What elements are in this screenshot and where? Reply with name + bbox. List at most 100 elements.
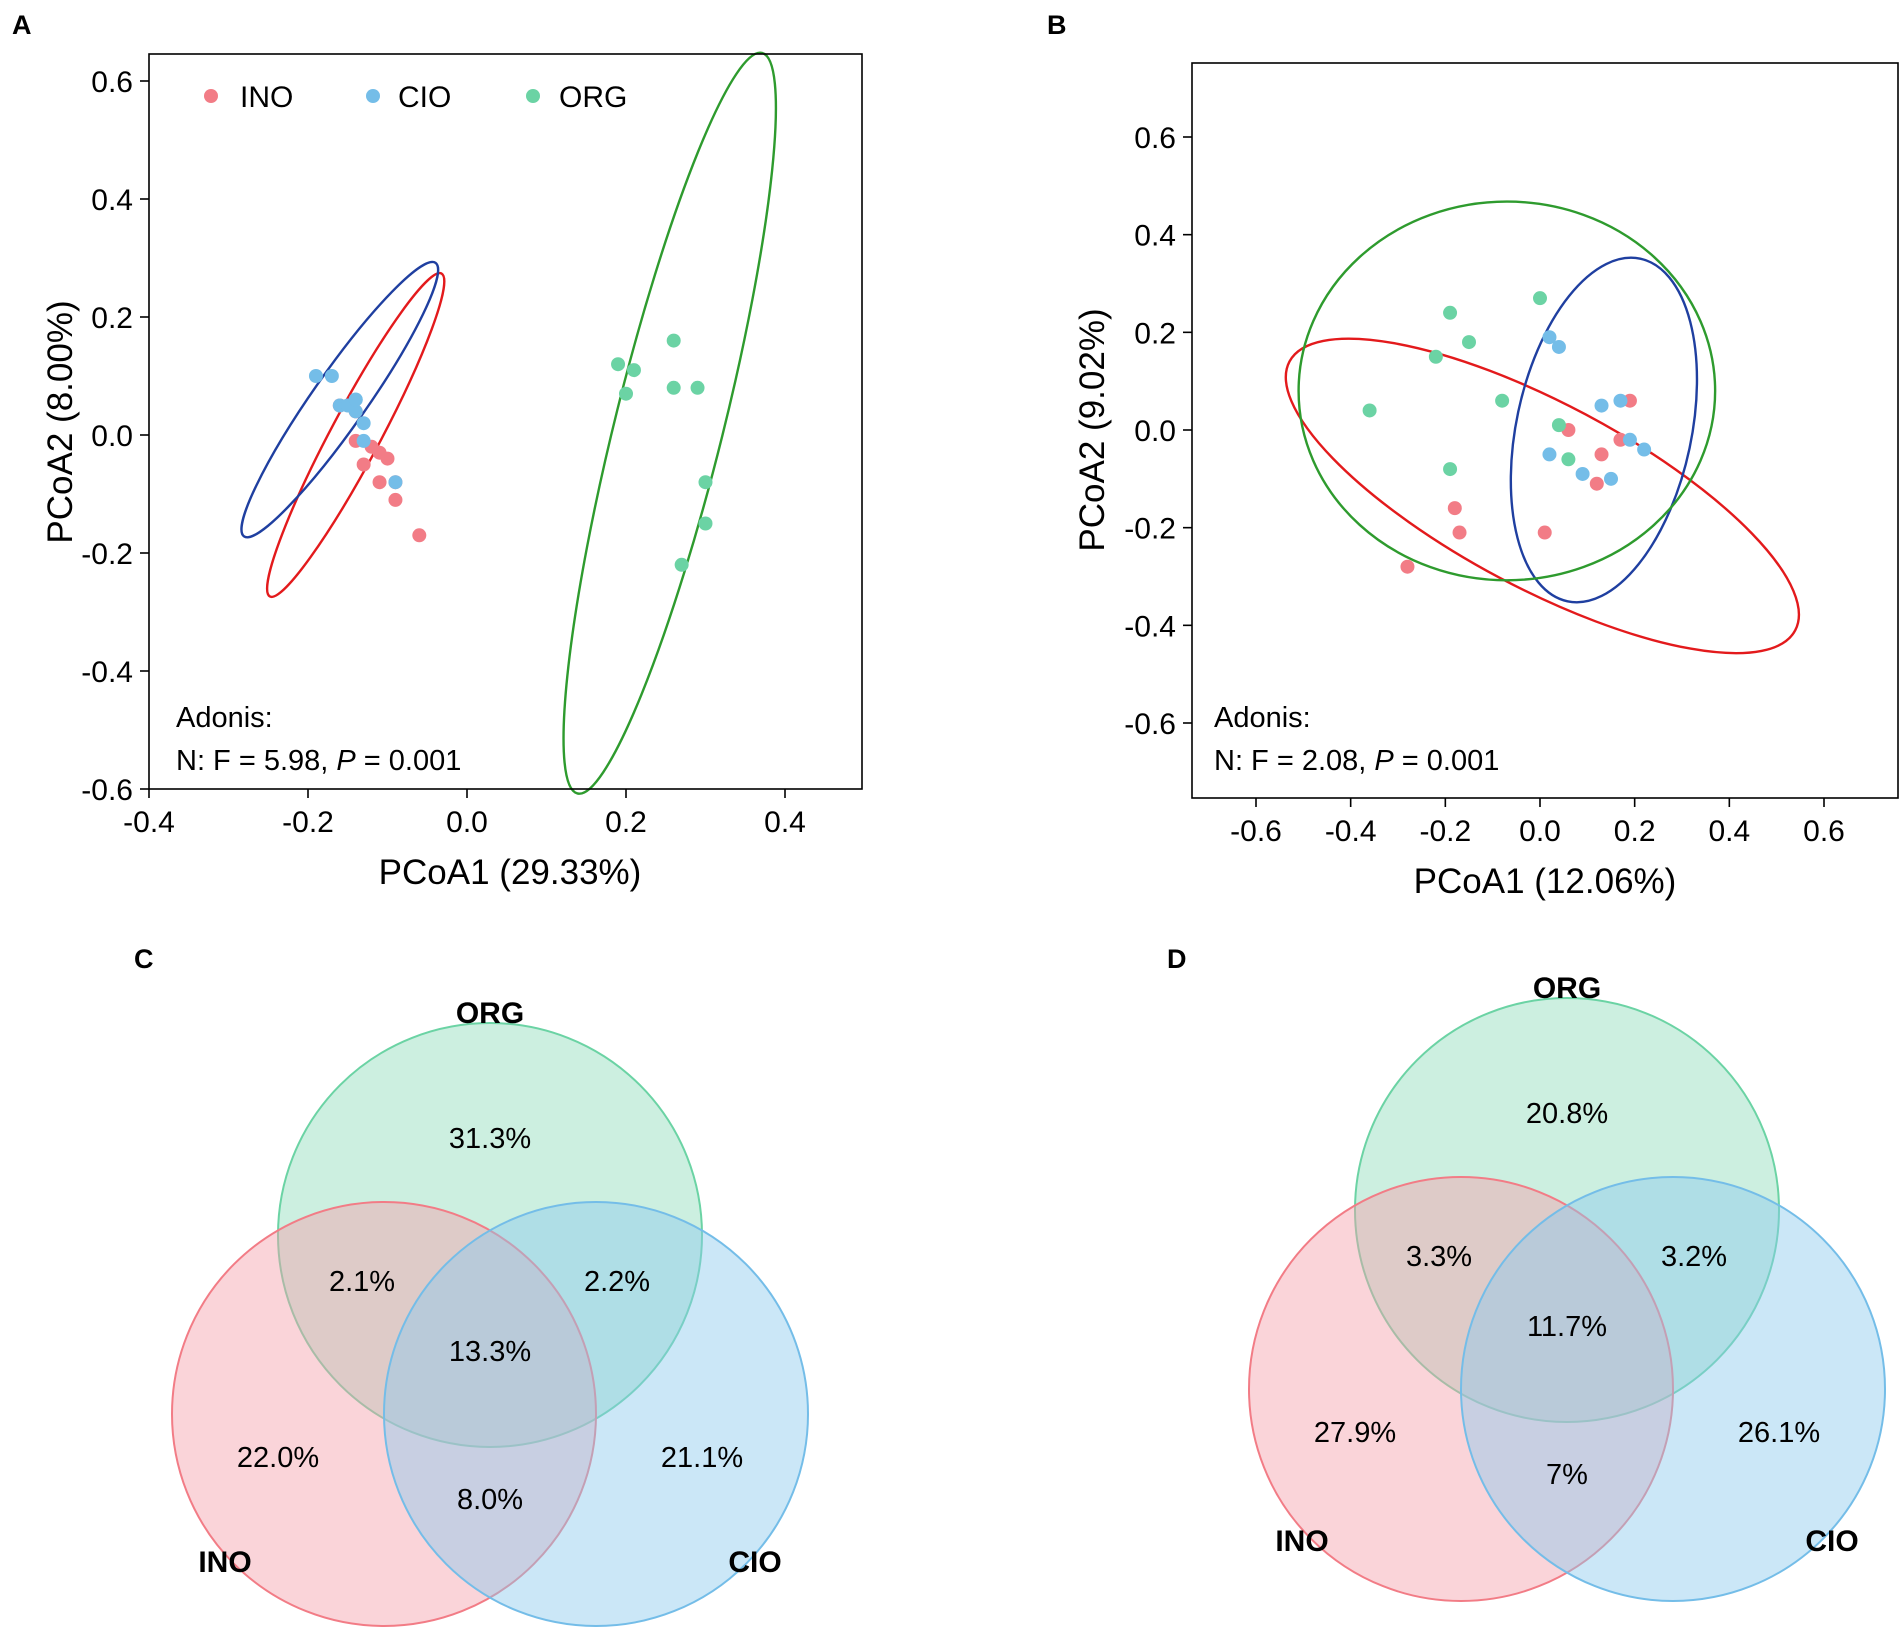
- venn-region-ino-cio-d: 7%: [1546, 1459, 1588, 1491]
- x-axis-label-b: PCoA1 (12.06%): [1414, 862, 1677, 901]
- point-org-a-1: [619, 386, 633, 401]
- y-tick-label-b-1: -0.4: [1124, 610, 1176, 643]
- venn-set-label-ino-c: INO: [198, 1546, 251, 1579]
- venn-region-org-only-c: 31.3%: [449, 1123, 531, 1155]
- point-ino-b-5: [1589, 476, 1604, 491]
- x-tick-label-a-3: 0.2: [605, 806, 647, 839]
- pcoa-plot-b: -0.6 -0.4 -0.2 0.0 0.2 0.4 0.6 -0.6 -0.4 -0.2 0.0…: [1073, 62, 1899, 901]
- point-cio-a-7: [356, 433, 371, 448]
- point-cio-a-1: [324, 369, 339, 383]
- venn-region-org-cio-d: 3.2%: [1661, 1241, 1727, 1273]
- panel-letter-c: C: [134, 944, 154, 974]
- panel-letter-b: B: [1047, 10, 1067, 40]
- point-ino-a-10: [412, 528, 427, 543]
- adonis-stat-a: N: F = 5.98, P = 0.001: [176, 745, 461, 777]
- adonis-title-a: Adonis:: [176, 702, 273, 734]
- legend-marker-ino: [204, 89, 218, 103]
- point-org-b-3: [1462, 335, 1476, 350]
- point-cio-b-1: [1551, 339, 1566, 354]
- adonis-stat-a-prefix: N: F = 5.98,: [176, 745, 336, 777]
- y-tick-label-a-3: 0.0: [91, 420, 133, 453]
- venn-diagram-d: ORG INO CIO 20.8% 3.3% 3.2% 11.7% 27.9% …: [1248, 972, 1886, 1602]
- x-tick-label-b-2: -0.2: [1419, 815, 1471, 848]
- x-tick-label-a-4: 0.4: [764, 806, 806, 839]
- venn-set-label-org-c: ORG: [456, 997, 524, 1030]
- adonis-stat-b: N: F = 2.08, P = 0.001: [1214, 745, 1499, 777]
- x-tick-label-a-0: -0.4: [123, 806, 175, 839]
- x-tick-label-b-0: -0.6: [1230, 815, 1282, 848]
- venn-region-org-only-d: 20.8%: [1526, 1098, 1608, 1130]
- x-tick-label-b-1: -0.4: [1325, 815, 1377, 848]
- legend-marker-org: [526, 89, 540, 103]
- y-tick-label-a-4: 0.2: [91, 302, 133, 335]
- legend-label-org: ORG: [559, 81, 627, 114]
- venn-region-org-ino-c: 2.1%: [329, 1266, 395, 1298]
- panel-letter-d: D: [1167, 944, 1187, 974]
- ellipse-cio-a: [240, 260, 440, 539]
- point-cio-a-4: [348, 404, 363, 419]
- y-tick-label-b-6: 0.6: [1134, 122, 1176, 155]
- point-cio-b-3: [1575, 466, 1590, 481]
- venn-region-org-ino-d: 3.3%: [1406, 1241, 1472, 1273]
- ellipse-ino-b: [1284, 337, 1801, 655]
- ellipse-org-b: [1297, 200, 1717, 582]
- venn-circle-cio-d: [1460, 1176, 1886, 1602]
- venn-region-ino-only-c: 22.0%: [237, 1442, 319, 1474]
- y-tick-label-a-0: -0.6: [81, 774, 133, 807]
- venn-region-org-cio-c: 2.2%: [584, 1266, 650, 1298]
- y-axis-a: -0.6 -0.4 -0.2 0.0 0.2 0.4 0.6: [81, 66, 149, 807]
- y-tick-label-b-3: 0.0: [1134, 415, 1176, 448]
- y-tick-label-a-6: 0.6: [91, 66, 133, 99]
- y-axis-label-a: PCoA2 (8.00%): [41, 300, 80, 543]
- pcoa-plot-a: -0.4 -0.2 0.0 0.2 0.4 -0.6-0.4-0.20.00.20.40…: [41, 51, 863, 892]
- point-cio-b-8: [1637, 442, 1652, 457]
- x-tick-label-b-5: 0.4: [1708, 815, 1750, 848]
- point-org-b-1: [1428, 349, 1443, 364]
- plot-frame-a: [148, 53, 863, 790]
- x-tick-label-a-1: -0.2: [282, 806, 334, 839]
- y-tick-label-b-4: 0.2: [1134, 317, 1176, 350]
- point-ino-a-7: [380, 451, 395, 466]
- point-ino-b-2: [1452, 525, 1467, 540]
- point-cio-a-0: [308, 369, 323, 383]
- venn-circle-org-c: [277, 1022, 703, 1448]
- adonis-stat-a-p: P: [336, 745, 356, 777]
- venn-region-all-c: 13.3%: [449, 1336, 531, 1368]
- adonis-stat-a-value: = 0.001: [356, 745, 462, 777]
- point-cio-a-9: [388, 475, 403, 490]
- y-axis-b: -0.6 -0.4 -0.2 0.0 0.2 0.4 0.6: [1124, 122, 1192, 741]
- y-tick-label-a-2: -0.2: [81, 538, 133, 571]
- plot-area-b: [1284, 200, 1801, 655]
- legend-a: INO CIO ORG: [204, 81, 627, 114]
- point-ino-b-3: [1537, 525, 1552, 540]
- point-ino-a-9: [388, 492, 403, 507]
- venn-region-ino-only-d: 27.9%: [1314, 1417, 1396, 1449]
- y-tick-label-b-0: -0.6: [1124, 708, 1176, 741]
- point-ino-a-6: [372, 475, 387, 490]
- point-ino-b-0: [1400, 559, 1415, 574]
- venn-circle-cio-c: [383, 1201, 809, 1627]
- ellipse-cio-b: [1509, 256, 1699, 604]
- point-cio-a-6: [348, 392, 363, 407]
- point-org-b-2: [1443, 305, 1458, 320]
- venn-set-label-cio-c: CIO: [728, 1546, 781, 1579]
- plot-area-a: [240, 51, 778, 795]
- legend-label-cio: CIO: [398, 81, 451, 114]
- point-org-b-4: [1495, 393, 1510, 408]
- point-cio-b-0: [1542, 330, 1557, 345]
- point-org-a-2: [626, 363, 641, 378]
- point-org-a-6: [698, 475, 713, 490]
- y-tick-label-b-2: -0.2: [1124, 513, 1176, 546]
- point-ino-b-6: [1594, 447, 1609, 462]
- point-cio-a-8: [356, 416, 371, 431]
- point-org-a-4: [666, 380, 681, 395]
- point-org-a-3: [666, 333, 681, 348]
- venn-set-label-org-d: ORG: [1533, 972, 1601, 1005]
- venn-diagram-c: ORG INO CIO 31.3% 2.1% 2.2% 13.3% 22.0% …: [171, 997, 809, 1627]
- x-axis-b: -0.6 -0.4 -0.2 0.0 0.2 0.4 0.6: [1230, 798, 1845, 848]
- y-tick-label-a-1: -0.4: [81, 656, 133, 689]
- point-org-a-8: [674, 557, 689, 572]
- point-org-a-7: [698, 516, 713, 531]
- adonis-stat-b-prefix: N: F = 2.08,: [1214, 745, 1374, 777]
- point-org-b-0: [1362, 403, 1377, 418]
